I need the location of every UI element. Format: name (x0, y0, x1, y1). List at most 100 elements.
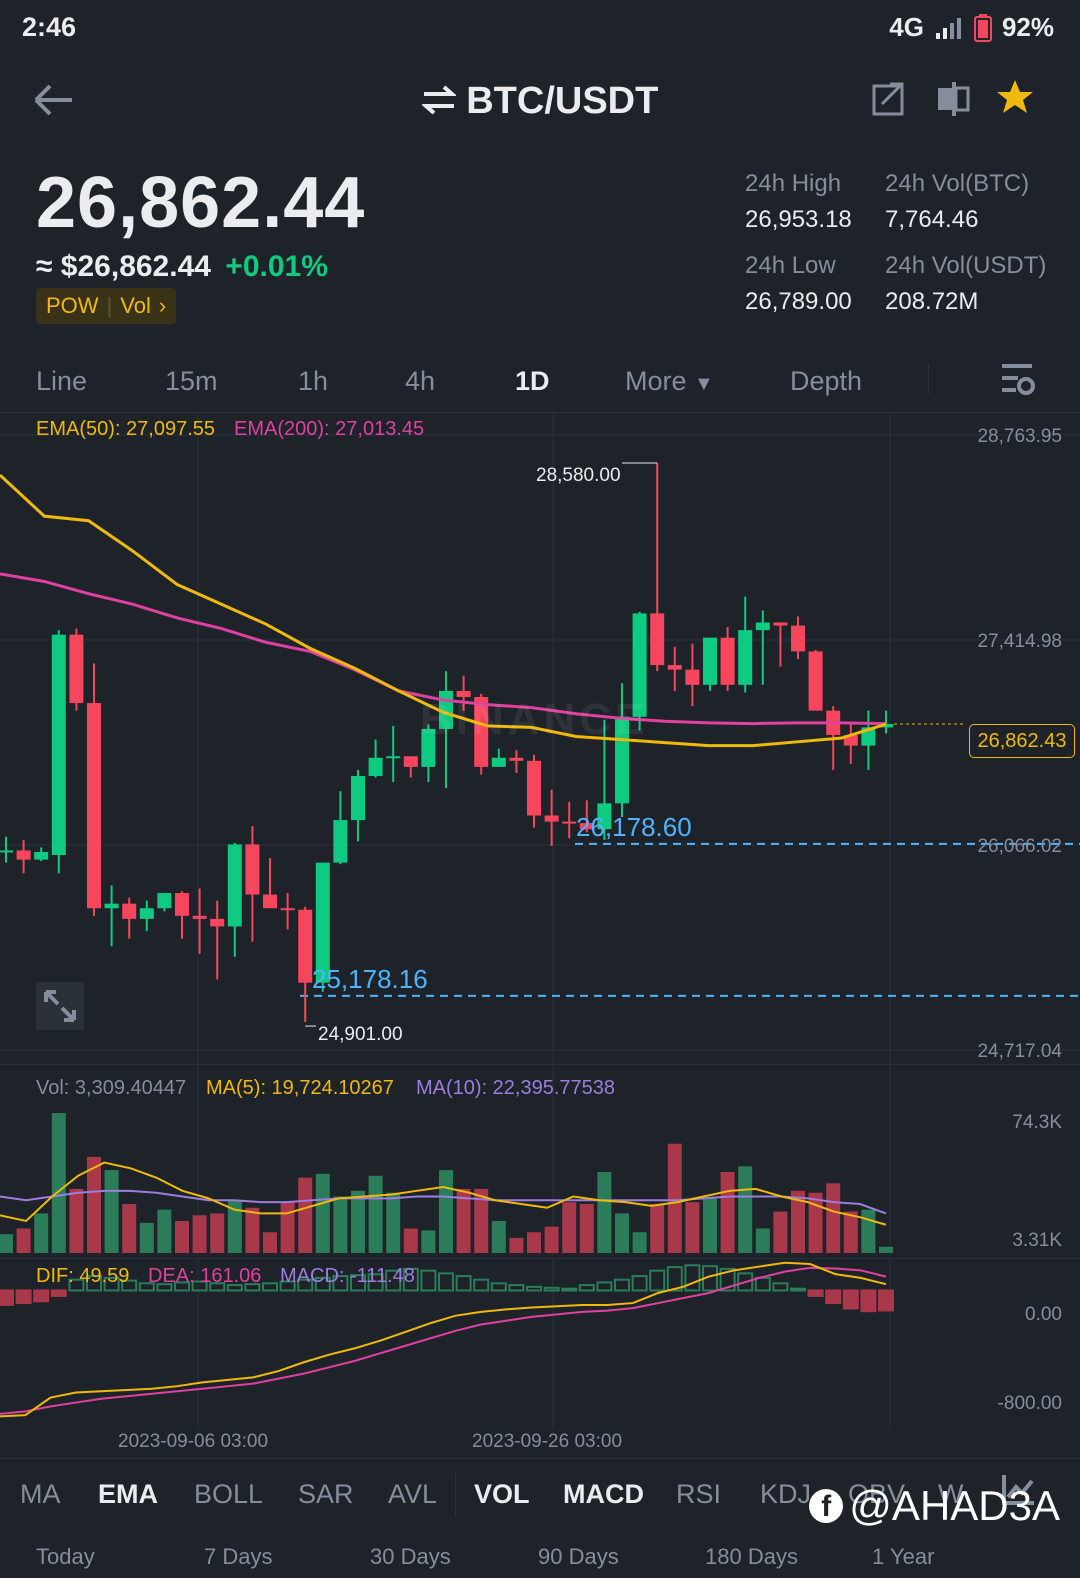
macd-legend: MACD: -111.48 (280, 1265, 415, 1287)
stat-vol-usdt: 24h Vol(USDT) 208.72M (885, 252, 1046, 316)
y-tick: 26,066.02 (977, 836, 1062, 857)
tab-4h[interactable]: 4h (405, 366, 436, 396)
price-chart[interactable] (0, 413, 1080, 1063)
volume-bar (562, 1202, 577, 1253)
volume-bar (720, 1171, 735, 1253)
volume-bar (175, 1220, 189, 1253)
volume-bar (0, 1234, 13, 1253)
tag-row[interactable]: POW | Vol › (36, 288, 177, 324)
volume-bar (34, 1213, 49, 1253)
macd-histogram-bar (15, 1289, 32, 1305)
range-today[interactable]: Today (36, 1544, 95, 1569)
volume-bar (280, 1202, 295, 1253)
candle-body (351, 776, 365, 821)
volume-bar (755, 1228, 770, 1253)
volume-bar (139, 1222, 154, 1253)
volume-bar (703, 1198, 717, 1253)
range-30d[interactable]: 30 Days (370, 1544, 451, 1569)
tab-depth[interactable]: Depth (790, 366, 863, 396)
indicator-sar[interactable]: SAR (298, 1479, 354, 1509)
tag-vol[interactable]: Vol (120, 293, 151, 318)
tag-pow[interactable]: POW (46, 293, 99, 318)
tab-1d[interactable]: 1D (515, 366, 550, 396)
vol-ma10-line (0, 1189, 887, 1215)
macd-histogram-bar (807, 1289, 824, 1297)
volume-bar (69, 1188, 84, 1253)
macd-histogram-bar (262, 1282, 278, 1292)
indicator-obv[interactable]: OBV (848, 1479, 906, 1509)
macd-histogram-bar (156, 1283, 173, 1292)
y-tick: 28,763.95 (977, 426, 1062, 447)
volume-bar (879, 1246, 893, 1253)
compare-icon[interactable] (936, 80, 970, 116)
candle-body (755, 622, 770, 631)
current-price-tag: 26,862.43 (969, 724, 1075, 758)
volume-bar (315, 1173, 330, 1253)
chart-style-icon[interactable] (1000, 1471, 1036, 1507)
battery-icon (973, 13, 992, 42)
fullscreen-icon[interactable] (36, 982, 84, 1030)
macd-histogram-bar (0, 1289, 14, 1306)
candle-body (51, 634, 66, 856)
price-change: +0.01% (225, 250, 328, 283)
stat-value: 7,764.46 (885, 206, 979, 233)
volume-bar (861, 1209, 876, 1253)
candle-body (227, 844, 242, 927)
chevron-right-icon: › (158, 293, 167, 318)
back-arrow-icon[interactable] (32, 82, 76, 118)
candle-body (245, 844, 260, 895)
tab-more[interactable]: More ▼ (625, 366, 714, 397)
tab-1h[interactable]: 1h (298, 366, 329, 396)
pair-title[interactable]: BTC/USDT (0, 80, 1080, 123)
candle-body (298, 909, 313, 983)
indicator-boll[interactable]: BOLL (194, 1479, 264, 1509)
macd-histogram-bar (578, 1284, 595, 1292)
macd-histogram-bar (68, 1278, 85, 1292)
candle-body (703, 637, 717, 685)
macd-histogram-bar (649, 1269, 666, 1292)
volume-bar (843, 1211, 858, 1253)
macd-histogram-bar (244, 1283, 261, 1292)
macd-histogram-bar (297, 1278, 314, 1292)
indicator-avl[interactable]: AVL (388, 1479, 438, 1509)
volume-bar (632, 1232, 647, 1253)
indicator-vol[interactable]: VOL (474, 1479, 530, 1509)
volume-chart[interactable] (0, 1065, 1080, 1255)
candle-body (738, 630, 753, 685)
y-tick: -800.00 (997, 1393, 1062, 1414)
macd-histogram-bar (438, 1272, 454, 1292)
candle-body (879, 723, 893, 728)
pair-label: BTC/USDT (466, 80, 659, 122)
indicator-bar: MA EMA BOLL SAR AVL VOL MACD RSI KDJ OBV… (0, 1458, 1080, 1531)
volume-bar (808, 1192, 823, 1253)
volume-bar (333, 1196, 348, 1253)
candle-body (157, 893, 172, 909)
indicator-w[interactable]: W (938, 1479, 964, 1509)
indicator-rsi[interactable]: RSI (676, 1479, 722, 1509)
indicator-kdj[interactable]: KDJ (760, 1479, 812, 1509)
indicator-macd[interactable]: MACD (563, 1479, 644, 1509)
range-1y[interactable]: 1 Year (872, 1544, 935, 1569)
candle-body (280, 908, 295, 911)
indicator-ma[interactable]: MA (20, 1479, 61, 1509)
macd-histogram-bar (754, 1276, 771, 1292)
volume-bar (157, 1209, 172, 1253)
candle-body (333, 820, 348, 863)
candle-body (474, 696, 489, 767)
range-180d[interactable]: 180 Days (705, 1544, 798, 1569)
volume-bar (51, 1113, 66, 1253)
share-icon[interactable] (872, 80, 906, 116)
favorite-star-icon[interactable] (996, 78, 1034, 116)
volume-bar (386, 1192, 401, 1253)
indicator-ema[interactable]: EMA (98, 1479, 158, 1509)
range-90d[interactable]: 90 Days (538, 1544, 619, 1569)
macd-histogram-bar (402, 1267, 419, 1292)
range-7d[interactable]: 7 Days (204, 1544, 273, 1569)
macd-chart[interactable] (0, 1259, 1080, 1429)
macd-histogram-bar (473, 1278, 490, 1292)
tab-15m[interactable]: 15m (165, 366, 218, 396)
tab-line[interactable]: Line (36, 366, 88, 396)
chart-settings-icon[interactable] (998, 360, 1038, 400)
macd-histogram-bar (490, 1282, 507, 1292)
x-tick: 2023-09-06 03:00 (118, 1431, 269, 1452)
